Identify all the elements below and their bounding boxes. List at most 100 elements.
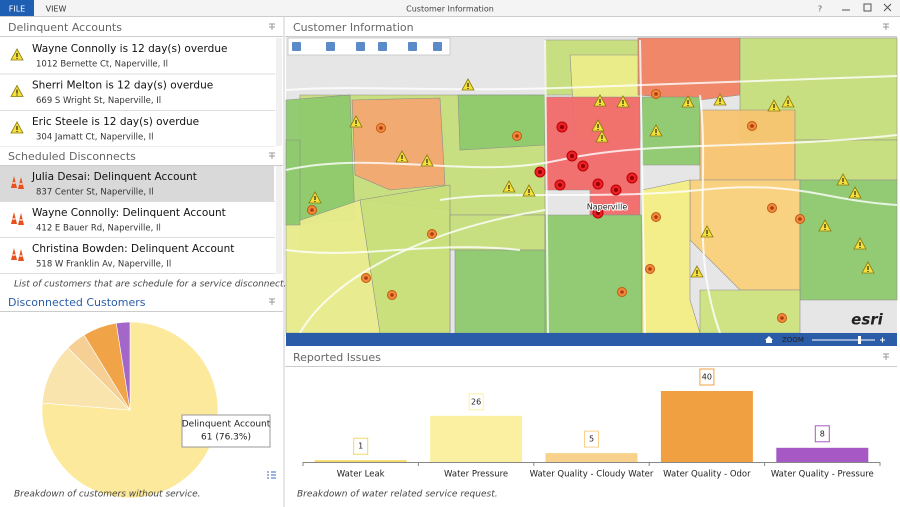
cone-icon — [18, 177, 24, 189]
map-region[interactable] — [454, 249, 546, 334]
item-address: 412 E Bauer Rd, Naperville, Il — [36, 224, 161, 234]
map-region[interactable] — [794, 139, 898, 181]
panel-caption: Breakdown of customers without service. — [14, 490, 201, 500]
zoom-thumb[interactable] — [858, 336, 861, 344]
map-marker-core — [310, 208, 314, 212]
item-address: 669 S Wright St, Naperville, Il — [36, 96, 161, 106]
panel-header — [0, 18, 283, 36]
scrollbar — [276, 38, 282, 146]
menu-file[interactable]: FILE — [9, 5, 25, 14]
map-marker-core — [390, 293, 394, 297]
tooltip — [181, 414, 271, 448]
value-label: 5 — [589, 435, 594, 444]
zoom-buttons[interactable] — [812, 337, 885, 343]
map-region[interactable] — [285, 139, 301, 226]
maximize-button[interactable] — [863, 3, 872, 12]
toolbar-button[interactable] — [433, 42, 442, 51]
map-road — [285, 75, 898, 91]
panel-header — [285, 348, 897, 366]
panel-header — [0, 147, 283, 165]
map-marker-core — [620, 290, 624, 294]
item-title[interactable]: Sherri Melton is 12 day(s) overdue — [32, 80, 213, 92]
item-title[interactable]: Wayne Connolly: Delinquent Account — [32, 207, 226, 219]
panel-header — [285, 18, 897, 36]
help-button[interactable]: ? — [818, 5, 822, 14]
toolbar-button[interactable] — [378, 42, 387, 51]
home-button[interactable] — [765, 336, 773, 343]
pie-slice[interactable] — [41, 321, 219, 499]
toolbar-button[interactable] — [326, 42, 335, 51]
file-tab[interactable] — [0, 0, 34, 16]
cone-icon — [18, 213, 24, 225]
cone-icon — [11, 248, 17, 260]
bar[interactable] — [314, 460, 407, 462]
map-region[interactable] — [457, 94, 546, 151]
panel-caption: Breakdown of water related service reque… — [297, 490, 498, 500]
map-marker-core — [430, 232, 434, 236]
bar[interactable] — [660, 391, 753, 462]
panel-header — [0, 293, 283, 311]
value-label: 26 — [471, 397, 481, 406]
map-road — [544, 39, 549, 334]
logo: esri — [851, 311, 883, 329]
pin-icon[interactable] — [269, 152, 275, 159]
toolbar-button[interactable] — [356, 42, 365, 51]
bar[interactable] — [776, 447, 869, 462]
legend-button[interactable] — [267, 471, 276, 479]
map-region[interactable] — [351, 97, 446, 191]
item-title[interactable]: Eric Steele is 12 day(s) overdue — [32, 116, 199, 128]
panel-title: Delinquent Accounts — [8, 21, 122, 34]
window-title: Customer Information — [406, 5, 494, 14]
pie-slice[interactable] — [115, 321, 131, 411]
map-marker-core — [581, 164, 585, 168]
map-road — [285, 134, 898, 171]
cone-icon — [11, 212, 17, 224]
value-label: 1 — [358, 442, 363, 451]
toolbar-button[interactable] — [408, 42, 417, 51]
menu-view[interactable]: VIEW — [46, 5, 67, 14]
toolbar-button[interactable] — [292, 42, 301, 51]
map[interactable]: Naperville esri ZOOM — [285, 37, 898, 346]
item-address: 837 Center St, Naperville, Il — [36, 188, 154, 198]
value-label-box — [699, 368, 715, 386]
value-label: 8 — [820, 429, 825, 438]
pin-icon[interactable] — [269, 23, 275, 30]
map-marker-core — [630, 176, 634, 180]
item-title[interactable]: Julia Desai: Delinquent Account — [31, 171, 197, 183]
pin-icon[interactable] — [269, 298, 275, 305]
bar[interactable] — [430, 415, 523, 462]
x-tick-label: Water Quality - Odor — [663, 470, 751, 480]
map-marker-core — [654, 92, 658, 96]
bar[interactable] — [545, 453, 638, 462]
value-label-box — [584, 430, 599, 448]
map-marker-core — [750, 124, 754, 128]
map-marker-core — [515, 134, 519, 138]
x-tick-label: Water Leak — [337, 470, 385, 480]
pin-icon[interactable] — [883, 23, 889, 30]
map-region[interactable] — [799, 179, 898, 301]
item-title[interactable]: Wayne Connolly is 12 day(s) overdue — [32, 43, 227, 55]
scrollbar — [276, 166, 282, 274]
close-button[interactable] — [883, 3, 892, 12]
map-road — [285, 246, 521, 254]
map-marker-core — [538, 170, 542, 174]
tooltip-value: 61 (76.3%) — [201, 433, 251, 443]
x-tick-label: Water Quality - Cloudy Water — [530, 470, 654, 480]
map-road — [299, 209, 546, 334]
map-marker-core — [364, 276, 368, 280]
panel-title: Scheduled Disconnects — [8, 150, 136, 163]
map-marker-core — [770, 206, 774, 210]
map-marker-core — [654, 215, 658, 219]
map-road — [639, 39, 646, 334]
pin-icon[interactable] — [883, 353, 889, 360]
map-marker-core — [560, 125, 564, 129]
map-region[interactable] — [699, 289, 801, 334]
map-marker-core — [798, 217, 802, 221]
map-region[interactable] — [544, 214, 643, 334]
item-title[interactable]: Christina Bowden: Delinquent Account — [32, 243, 234, 255]
panel-title: Reported Issues — [293, 351, 381, 364]
x-tick-label: Water Pressure — [444, 470, 508, 480]
map-marker-core — [596, 182, 600, 186]
value-label-box — [814, 425, 830, 443]
